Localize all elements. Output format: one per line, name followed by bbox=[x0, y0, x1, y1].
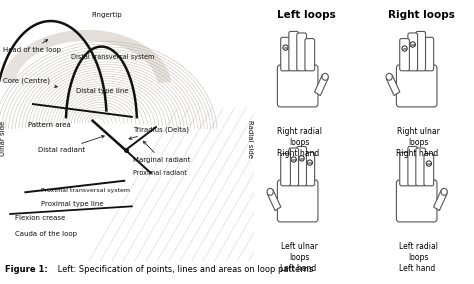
Text: Ulnar side: Ulnar side bbox=[0, 121, 6, 156]
FancyBboxPatch shape bbox=[416, 32, 426, 71]
Text: Fingertip: Fingertip bbox=[91, 12, 122, 18]
Text: Left: Specification of points, lines and areas on loop patterns: Left: Specification of points, lines and… bbox=[55, 265, 313, 274]
Text: Core (Centre): Core (Centre) bbox=[2, 78, 57, 88]
FancyBboxPatch shape bbox=[289, 148, 299, 186]
Text: Left ulnar
loops: Left ulnar loops bbox=[282, 242, 319, 262]
FancyBboxPatch shape bbox=[396, 65, 437, 107]
Text: Right loops: Right loops bbox=[388, 9, 455, 20]
Text: Right hand: Right hand bbox=[396, 149, 438, 158]
Text: Distal radiant: Distal radiant bbox=[38, 135, 104, 153]
FancyBboxPatch shape bbox=[396, 180, 437, 222]
Polygon shape bbox=[315, 75, 328, 95]
FancyBboxPatch shape bbox=[281, 154, 291, 186]
FancyBboxPatch shape bbox=[408, 147, 418, 186]
Text: Triradius (Delta): Triradius (Delta) bbox=[129, 126, 189, 139]
Text: Head of the loop: Head of the loop bbox=[2, 40, 61, 53]
Text: Distal transversal system: Distal transversal system bbox=[71, 54, 155, 60]
FancyBboxPatch shape bbox=[297, 33, 307, 71]
Text: Left radial
loops: Left radial loops bbox=[400, 242, 438, 262]
FancyBboxPatch shape bbox=[424, 154, 434, 186]
Text: Radial side: Radial side bbox=[247, 120, 253, 158]
Text: Right radial
loops: Right radial loops bbox=[277, 127, 322, 147]
Text: Right ulnar
loops: Right ulnar loops bbox=[398, 127, 440, 147]
Text: Pattern area: Pattern area bbox=[28, 122, 71, 128]
Text: Proximal radiant: Proximal radiant bbox=[133, 170, 187, 176]
FancyBboxPatch shape bbox=[416, 148, 426, 186]
Text: Figure 1:: Figure 1: bbox=[5, 265, 47, 274]
FancyBboxPatch shape bbox=[400, 39, 410, 71]
Text: Left loops: Left loops bbox=[277, 9, 336, 20]
Text: Distal type line: Distal type line bbox=[76, 88, 129, 94]
Text: Left hand: Left hand bbox=[399, 264, 435, 273]
Polygon shape bbox=[386, 75, 400, 95]
Text: Right hand: Right hand bbox=[276, 149, 319, 158]
FancyBboxPatch shape bbox=[277, 65, 318, 107]
FancyBboxPatch shape bbox=[424, 37, 434, 71]
Text: Flexion crease: Flexion crease bbox=[15, 215, 65, 221]
Ellipse shape bbox=[267, 188, 273, 195]
FancyBboxPatch shape bbox=[305, 152, 315, 186]
Ellipse shape bbox=[386, 73, 392, 80]
Text: Cauda of the loop: Cauda of the loop bbox=[15, 231, 77, 237]
Ellipse shape bbox=[441, 188, 447, 195]
FancyBboxPatch shape bbox=[400, 152, 410, 186]
FancyBboxPatch shape bbox=[408, 33, 418, 71]
Text: Marginal radiant: Marginal radiant bbox=[133, 141, 191, 163]
FancyBboxPatch shape bbox=[305, 39, 315, 71]
Text: Proximal transversal system: Proximal transversal system bbox=[41, 189, 129, 193]
Polygon shape bbox=[434, 190, 447, 210]
Text: Proximal type line: Proximal type line bbox=[41, 201, 103, 207]
Text: Left hand: Left hand bbox=[280, 264, 316, 273]
FancyBboxPatch shape bbox=[289, 32, 299, 71]
FancyBboxPatch shape bbox=[297, 147, 307, 186]
FancyBboxPatch shape bbox=[281, 37, 291, 71]
Polygon shape bbox=[267, 190, 281, 210]
Ellipse shape bbox=[322, 73, 328, 80]
FancyBboxPatch shape bbox=[277, 180, 318, 222]
